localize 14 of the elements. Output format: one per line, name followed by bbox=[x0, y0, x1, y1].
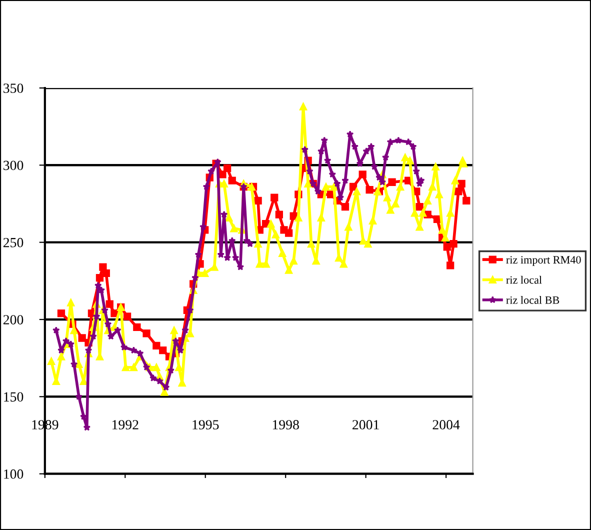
legend-label: riz import RM40 bbox=[506, 256, 581, 266]
x-tick-label: 1992 bbox=[112, 420, 138, 430]
x-tick-label: 1998 bbox=[272, 420, 299, 430]
x-tick-label: 2004 bbox=[432, 420, 460, 430]
y-tick-label: 300 bbox=[4, 160, 24, 170]
y-tick-label: 250 bbox=[3, 238, 24, 248]
y-tick-label: 150 bbox=[4, 392, 24, 402]
x-tick-label: 1995 bbox=[192, 420, 219, 430]
x-tick-label: 2001 bbox=[352, 420, 379, 430]
legend-label: riz local bbox=[506, 276, 542, 284]
y-tick-label: 350 bbox=[4, 84, 24, 93]
y-tick-label: 100 bbox=[4, 469, 24, 479]
legend-label: riz local BB bbox=[506, 296, 560, 304]
y-tick-label: 200 bbox=[3, 315, 24, 324]
